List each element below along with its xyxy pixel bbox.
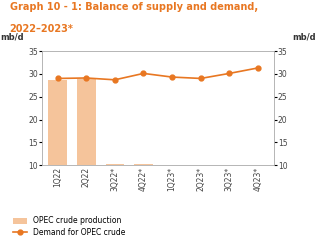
Bar bbox=[134, 164, 153, 165]
Text: mb/d: mb/d bbox=[292, 33, 316, 42]
Text: Graph 10 - 1: Balance of supply and demand,: Graph 10 - 1: Balance of supply and dema… bbox=[10, 2, 258, 12]
Text: 2022–2023*: 2022–2023* bbox=[10, 24, 73, 34]
Bar bbox=[77, 79, 96, 165]
Bar bbox=[106, 164, 124, 165]
Bar bbox=[48, 80, 67, 165]
Text: mb/d: mb/d bbox=[0, 33, 24, 42]
Legend: OPEC crude production, Demand for OPEC crude: OPEC crude production, Demand for OPEC c… bbox=[14, 217, 126, 237]
